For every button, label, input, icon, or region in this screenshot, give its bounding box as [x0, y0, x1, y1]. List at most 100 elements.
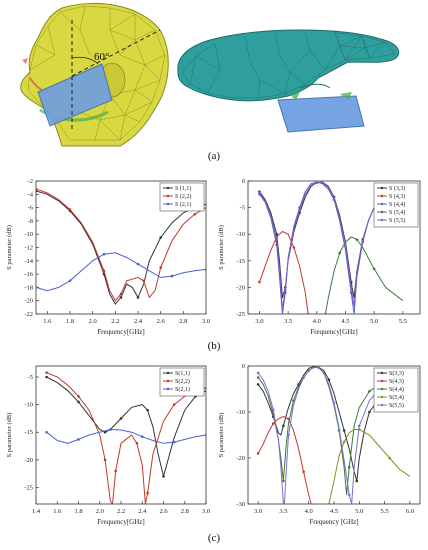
- legend-label: S(3,3): [389, 370, 404, 377]
- data-point: [204, 386, 206, 390]
- head-antenna: [37, 63, 113, 127]
- data-point: [256, 376, 260, 379]
- data-point: [332, 196, 336, 200]
- series-line-2: [46, 428, 206, 444]
- series-line-1: [259, 230, 309, 314]
- data-point: [136, 262, 140, 266]
- x-axis-label: Frequency[GHz]: [97, 328, 144, 336]
- x-tick-label: 4.5: [330, 508, 338, 515]
- y-axis-label: S parameter (dB): [6, 225, 13, 270]
- y-tick-label: -10: [236, 409, 245, 416]
- x-tick-label: 2.6: [157, 318, 166, 325]
- x-tick-label: 3.0: [255, 318, 263, 325]
- data-point: [135, 441, 139, 445]
- data-point: [77, 438, 80, 441]
- data-point: [256, 371, 260, 375]
- legend-label: S(5,5): [389, 402, 404, 409]
- y-tick-label: -20: [236, 284, 245, 291]
- data-point: [159, 266, 162, 269]
- chart-c-right-svg: 3.0 3.5 4.0 4.5 5.0 5.5 6.0 0 -10 -20 -30 Frequency…: [218, 363, 421, 526]
- legend-label: S (5,4): [389, 209, 405, 216]
- data-point: [36, 189, 38, 193]
- data-point: [315, 181, 319, 184]
- data-point: [388, 456, 391, 460]
- data-point: [342, 429, 346, 432]
- x-tick-label: 2.6: [159, 508, 168, 515]
- x-tick-label: 2.2: [117, 508, 125, 515]
- plot-frame: [247, 180, 421, 315]
- legend-label: S(2,1): [175, 386, 190, 393]
- y-tick-label: -20: [236, 455, 245, 462]
- chart-b-left-svg: 1.6 1.8 2.0 2.2 2.4 2.6 2.8 3.0 -2 -4 -6 -8 -10 -12 -1…: [6, 178, 210, 336]
- data-point: [146, 491, 149, 495]
- data-point: [162, 475, 165, 478]
- legend-label: S(2,2): [175, 378, 190, 385]
- angle-label: 60°: [94, 51, 109, 63]
- data-point: [317, 366, 321, 370]
- legend-marker: [380, 395, 384, 399]
- legend-label: S (3,3): [389, 185, 405, 192]
- data-point: [68, 208, 72, 211]
- data-point: [287, 433, 290, 437]
- series-line-1: [46, 372, 206, 504]
- series-line-2: [36, 252, 206, 292]
- data-point: [282, 424, 285, 428]
- x-tick-label: 3.5: [279, 508, 287, 515]
- chart-c-right: 3.0 3.5 4.0 4.5 5.0 5.5 6.0 0 -10 -20 -30 Frequency…: [214, 360, 426, 530]
- data-point: [45, 430, 48, 434]
- x-tick-label: 3.0: [202, 508, 210, 515]
- x-tick-label: 6.0: [406, 508, 414, 515]
- x-tick-label: 5.0: [355, 508, 363, 515]
- data-point: [103, 458, 107, 462]
- chart-b-left: 1.6 1.8 2.0 2.2 2.4 2.6 2.8 3.0 -2 -4 -6 -8 -10 -12 -1…: [2, 175, 212, 340]
- head-hand-model-image: 60°: [20, 2, 400, 147]
- panel-a-illustration: 60°: [0, 0, 428, 150]
- data-point: [204, 268, 206, 271]
- series-line-3: [324, 236, 404, 314]
- series-line-0: [46, 376, 206, 477]
- legend-marker: [166, 379, 170, 383]
- caption-c: (c): [207, 532, 221, 544]
- y-tick-label: -20: [24, 457, 33, 464]
- x-tick-label: 2.4: [138, 508, 147, 515]
- legend-label: S (2,1): [175, 201, 191, 208]
- data-point: [292, 399, 295, 402]
- y-tick-label: -22: [24, 311, 33, 318]
- legend-marker: [380, 210, 384, 214]
- data-point: [332, 401, 336, 405]
- data-point: [258, 191, 261, 195]
- legend-label: S(1,1): [175, 370, 190, 377]
- data-point: [256, 383, 260, 386]
- legend-marker: [380, 379, 384, 383]
- series-line-3: [328, 429, 411, 504]
- y-tick-label: -25: [236, 311, 245, 318]
- series-group: [36, 187, 206, 305]
- data-point: [68, 279, 72, 283]
- legend-marker: [380, 371, 384, 375]
- data-point: [327, 502, 331, 504]
- data-point: [282, 502, 285, 504]
- x-tick-label: 5.0: [370, 318, 378, 325]
- x-tick-label: 1.6: [53, 508, 62, 515]
- data-point: [193, 212, 196, 216]
- data-point: [302, 470, 305, 474]
- x-tick-label: 3.5: [284, 318, 292, 325]
- data-point: [140, 435, 144, 438]
- series-line-1: [257, 416, 312, 504]
- data-point: [77, 395, 80, 398]
- x-tick-label: 4.0: [313, 318, 321, 325]
- data-point: [258, 280, 261, 284]
- series-line-1: [36, 188, 206, 302]
- data-point: [327, 378, 331, 382]
- data-point: [372, 267, 376, 271]
- y-tick-label: -10: [24, 231, 33, 238]
- series-line-0: [257, 366, 411, 482]
- data-point: [271, 422, 275, 425]
- y-tick-label: -18: [24, 284, 33, 291]
- data-point: [204, 433, 206, 437]
- legend-marker: [380, 403, 384, 407]
- data-point: [172, 440, 176, 444]
- x-tick-label: 1.4: [32, 508, 41, 515]
- data-point: [114, 469, 117, 473]
- series-group: [45, 371, 206, 504]
